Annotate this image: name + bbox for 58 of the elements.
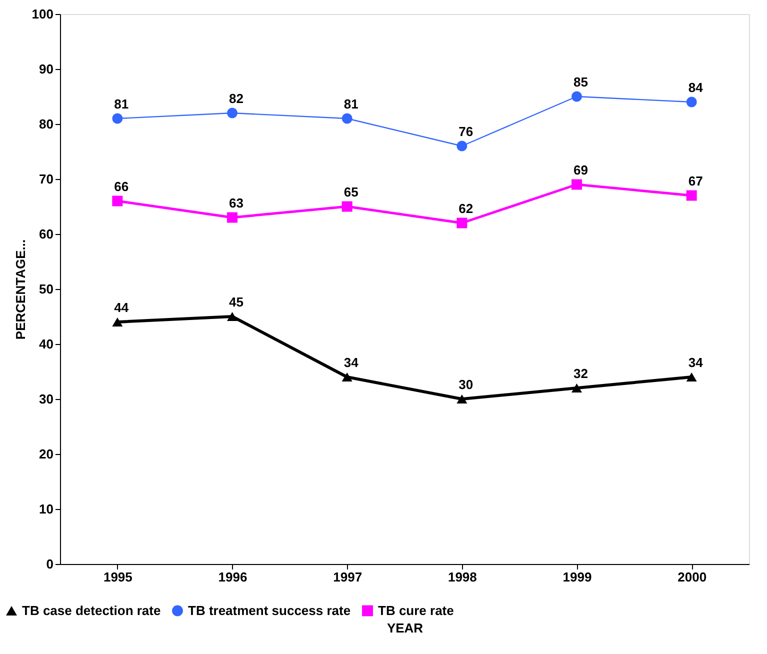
legend-label: TB case detection rate	[22, 602, 161, 618]
data-label: 34	[344, 355, 360, 370]
point	[227, 312, 238, 322]
point	[456, 394, 468, 404]
x-axis-title: YEAR	[386, 620, 424, 636]
x-tick-label: 1996	[218, 570, 248, 584]
y-tick-label: 100	[32, 6, 54, 22]
data-label: 84	[688, 80, 704, 95]
data-label: 34	[688, 355, 704, 370]
point	[456, 218, 468, 228]
data-label: 69	[574, 162, 588, 178]
y-tick-label: 10	[39, 502, 54, 516]
data-label: 76	[458, 124, 474, 139]
data-label: 85	[574, 74, 588, 90]
point	[112, 196, 123, 206]
data-label: 63	[229, 196, 244, 210]
data-label: 65	[344, 184, 358, 200]
data-label: 32	[574, 366, 588, 381]
y-tick-label: 0	[46, 556, 54, 572]
data-label: 30	[458, 377, 474, 392]
y-tick-label: 70	[39, 172, 54, 186]
data-label: 67	[688, 174, 703, 188]
y-tick-label: 40	[39, 336, 54, 352]
point	[456, 140, 468, 152]
point	[112, 113, 123, 124]
point	[342, 201, 352, 212]
data-label: 45	[229, 294, 244, 310]
data-label: 82	[229, 91, 244, 106]
data-label: 62	[458, 201, 474, 216]
point	[342, 113, 352, 124]
y-tick-label: 60	[39, 226, 54, 242]
y-tick-label: 20	[39, 446, 54, 462]
point	[572, 179, 582, 190]
point	[227, 212, 238, 223]
point	[342, 372, 352, 382]
y-tick-label: 80	[39, 116, 54, 132]
data-label: 81	[344, 96, 358, 112]
point	[112, 317, 123, 327]
point	[686, 372, 697, 382]
y-tick-label: 90	[39, 62, 54, 76]
x-tick-label: 1997	[333, 570, 362, 584]
x-tick-label: 1998	[448, 570, 477, 584]
point	[572, 91, 582, 102]
point	[686, 96, 697, 108]
data-label: 44	[114, 300, 130, 315]
point	[686, 190, 697, 201]
legend-label: TB cure rate	[378, 602, 454, 618]
y-tick-label: 30	[39, 392, 54, 406]
x-tick-label: 2000	[678, 570, 707, 584]
point	[227, 108, 238, 118]
data-label: 81	[114, 96, 129, 112]
y-axis-title: PERCENTAGE...	[12, 239, 28, 340]
data-label: 66	[114, 179, 129, 194]
y-tick-label: 50	[39, 282, 54, 296]
legend-label: TB treatment success rate	[188, 602, 351, 618]
point	[572, 383, 582, 393]
x-tick-label: 1995	[103, 570, 132, 584]
x-tick-label: 1999	[562, 570, 592, 584]
